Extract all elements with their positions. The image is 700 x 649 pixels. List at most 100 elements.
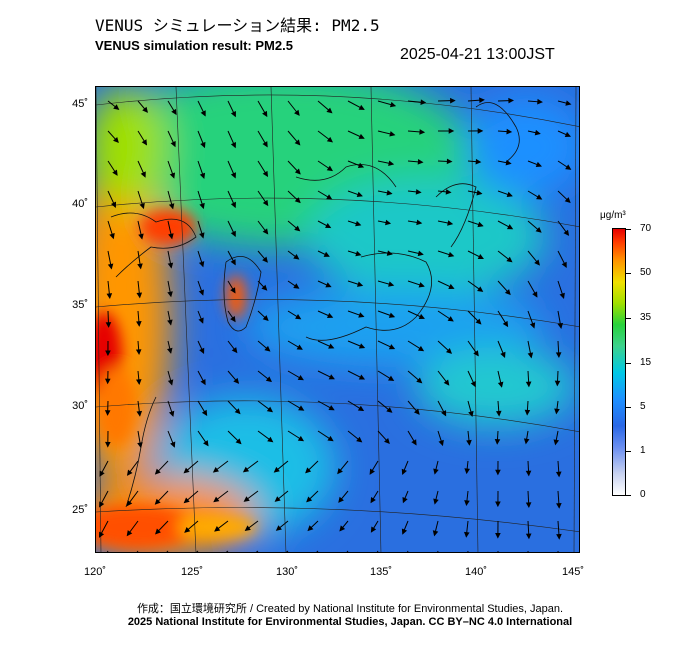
wind-arrow-head-208 <box>99 501 105 508</box>
wind-arrow-head-180 <box>235 438 242 445</box>
wind-arrow-head-129 <box>135 349 142 356</box>
wind-arrow-head-18 <box>170 140 176 148</box>
wind-arrow-head-167 <box>328 405 335 411</box>
wind-arrow-head-189 <box>494 438 501 445</box>
pm25-map <box>95 86 580 553</box>
wind-arrow-head-2 <box>171 108 177 116</box>
wind-arrow-head-120 <box>358 312 365 318</box>
lon-label-120: 120˚ <box>83 566 107 578</box>
wind-arrow-head-164 <box>234 408 241 415</box>
wind-arrow-head-10 <box>420 99 427 105</box>
wind-arrow-head-111 <box>559 292 565 300</box>
wind-arrow-head-60 <box>476 189 483 196</box>
wind-arrow-head-231 <box>307 525 314 532</box>
wind-arrow-head-122 <box>418 313 425 320</box>
lat-label-30: 30˚ <box>72 400 88 412</box>
wind-arrow-head-62 <box>536 194 543 200</box>
wind-arrow-head-162 <box>168 410 175 417</box>
lon-label-130: 130˚ <box>275 566 299 578</box>
wind-arrow-head-59 <box>445 189 452 195</box>
wind-arrow-head-109 <box>504 289 511 296</box>
wind-arrow-head-160 <box>104 410 111 416</box>
wind-arrow-head-3 <box>200 110 206 117</box>
wind-arrow-head-85 <box>262 256 268 263</box>
wind-arrow-head-170 <box>413 408 420 415</box>
wind-arrow-head-156 <box>470 380 476 388</box>
wind-arrow-head-115 <box>198 317 204 324</box>
wind-arrow-head-199 <box>305 467 312 474</box>
colorbar-tick-70: 70 <box>640 223 652 234</box>
wind-arrow-head-41 <box>388 160 395 166</box>
wind-arrow-head-35 <box>199 172 206 179</box>
wind-arrow-head-80 <box>107 263 114 270</box>
wind-arrow-head-89 <box>386 250 393 256</box>
wind-arrow-head-22 <box>294 139 301 146</box>
wind-arrow-head-72 <box>355 220 362 227</box>
wind-arrow-head-93 <box>506 256 513 263</box>
wind-arrow-head-235 <box>432 530 439 537</box>
colorbar-tick-1: 1 <box>640 445 646 456</box>
wind-arrow-head-143 <box>555 352 562 358</box>
wind-arrow-head-26 <box>419 129 426 135</box>
wind-arrow-head-29 <box>506 128 513 135</box>
wind-arrow-head-5 <box>262 110 268 118</box>
wind-arrow-head-28 <box>477 128 484 134</box>
wind-arrow-head-194 <box>154 468 161 475</box>
wind-arrow-head-127 <box>557 322 564 329</box>
wind-arrow-head-233 <box>370 526 377 533</box>
wind-arrow-head-36 <box>230 172 236 179</box>
wind-arrow-head-216 <box>338 496 344 503</box>
wind-arrow-head-229 <box>244 525 251 532</box>
wind-arrow-head-121 <box>388 312 396 318</box>
wind-arrow-head-125 <box>502 320 509 328</box>
colorbar-tick-0: 0 <box>640 489 646 500</box>
wind-arrow-head-220 <box>464 500 470 507</box>
wind-arrow-head-113 <box>136 321 142 327</box>
wind-arrow-head-213 <box>243 496 250 502</box>
wind-arrow-head-132 <box>231 347 238 354</box>
wind-arrow-head-8 <box>358 104 365 110</box>
wind-arrow-head-87 <box>323 251 330 257</box>
wind-arrow-head-200 <box>337 468 343 475</box>
wind-arrow-head-123 <box>447 316 454 322</box>
wind-arrow-head-174 <box>524 409 531 416</box>
wind-arrow-head-130 <box>167 347 173 354</box>
wind-arrow-head-117 <box>262 315 269 322</box>
wind-arrow-head-128 <box>105 350 111 357</box>
wind-arrow-head-124 <box>475 318 482 325</box>
wind-vectors <box>98 97 572 552</box>
wind-arrow-head-219 <box>433 498 439 505</box>
wind-arrow-head-58 <box>415 189 422 195</box>
wind-arrow-head-65 <box>138 233 144 240</box>
wind-arrow-head-184 <box>356 436 363 443</box>
wind-arrow-head-27 <box>448 128 455 134</box>
lat-label-25: 25˚ <box>72 504 88 516</box>
wind-arrow-head-140 <box>473 350 479 357</box>
wind-arrow-head-155 <box>443 379 450 386</box>
wind-arrow-head-91 <box>448 251 455 258</box>
wind-arrow-head-98 <box>167 291 173 298</box>
wind-arrow-head-19 <box>200 141 206 149</box>
wind-arrow-head-192 <box>99 470 105 477</box>
wind-arrow-head-86 <box>293 253 300 260</box>
wind-arrow-head-23 <box>326 136 334 143</box>
wind-arrow-head-141 <box>500 351 506 359</box>
wind-arrow-head-88 <box>355 250 362 257</box>
wind-arrow-head-149 <box>265 376 273 383</box>
wind-arrow-head-16 <box>113 136 119 144</box>
wind-arrow-head-11 <box>450 97 456 104</box>
lat-label-45: 45˚ <box>72 98 88 110</box>
wind-arrow-head-68 <box>230 230 236 238</box>
wind-arrow-head-77 <box>506 224 514 230</box>
title-japanese: VENUS シミュレーション結果: PM2.5 <box>95 16 380 35</box>
wind-arrow-head-74 <box>416 219 423 226</box>
wind-arrow-head-75 <box>447 220 454 226</box>
wind-arrow-head-110 <box>532 291 538 298</box>
wind-arrow-head-45 <box>505 159 512 166</box>
wind-arrow-head-139 <box>445 348 453 354</box>
wind-arrow-head-133 <box>264 345 271 352</box>
wind-arrow-head-38 <box>294 168 301 175</box>
wind-arrow-head-183 <box>327 435 334 442</box>
wind-arrow-head-46 <box>535 161 542 168</box>
wind-arrow-head-47 <box>565 164 572 170</box>
